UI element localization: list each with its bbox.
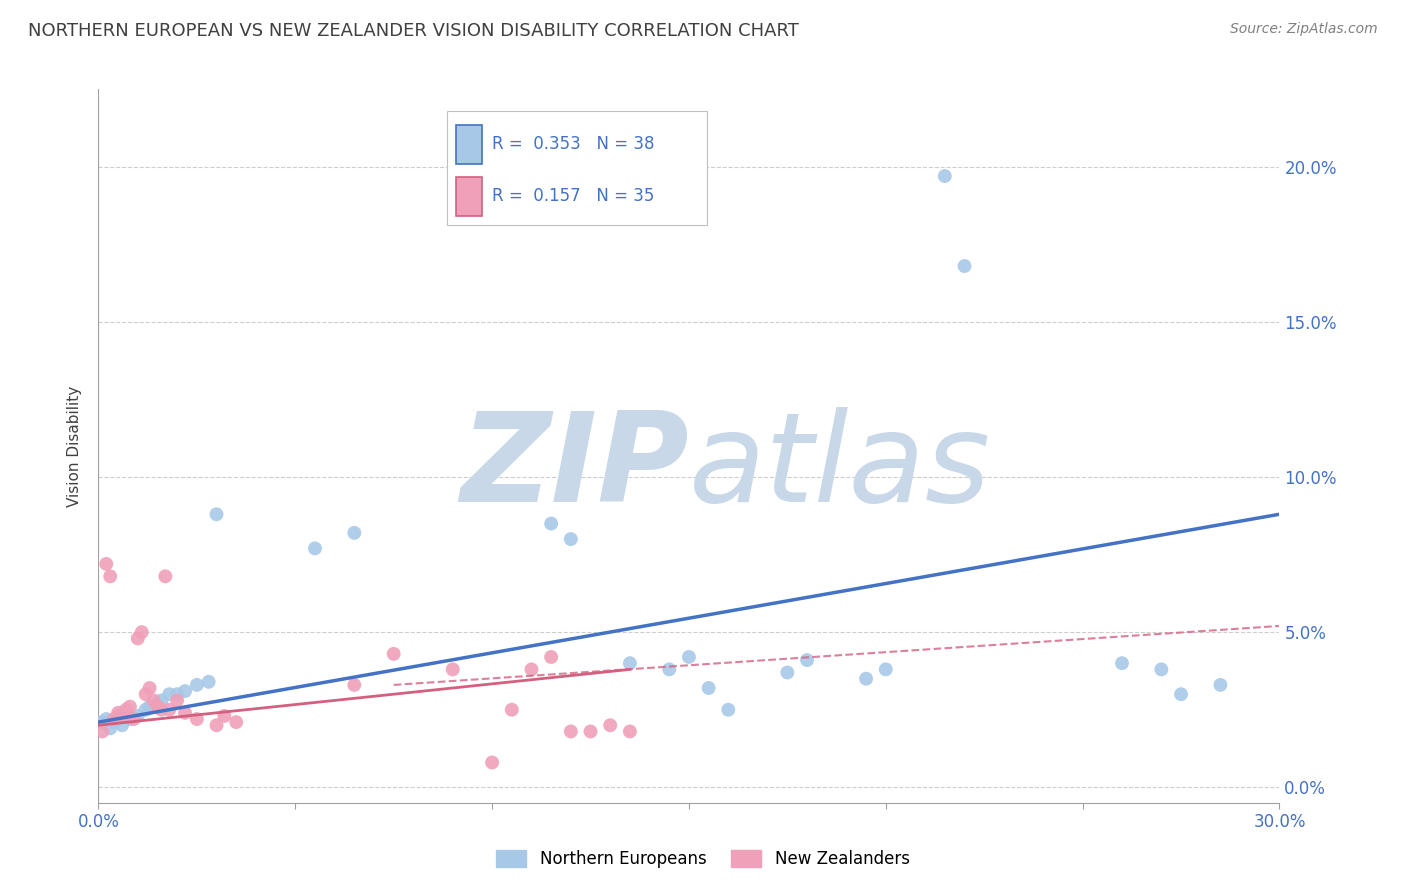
Point — [146, 699, 169, 714]
Point — [1111, 656, 1133, 670]
Point — [382, 647, 405, 661]
Point — [186, 678, 208, 692]
Point — [560, 532, 582, 546]
Point — [157, 687, 180, 701]
Point — [103, 712, 125, 726]
FancyBboxPatch shape — [457, 125, 482, 164]
Point — [96, 557, 118, 571]
Point — [205, 508, 228, 522]
Point — [197, 674, 219, 689]
Point — [155, 569, 177, 583]
Point — [96, 712, 118, 726]
Point — [304, 541, 326, 556]
FancyBboxPatch shape — [457, 177, 482, 216]
Text: ZIP: ZIP — [460, 407, 689, 528]
Point — [953, 259, 976, 273]
Point — [138, 681, 160, 695]
Point — [520, 662, 543, 676]
Point — [540, 516, 562, 531]
Point — [619, 656, 641, 670]
Point — [501, 703, 523, 717]
Point — [150, 703, 173, 717]
Point — [118, 699, 141, 714]
Text: Source: ZipAtlas.com: Source: ZipAtlas.com — [1230, 22, 1378, 37]
Point — [776, 665, 799, 680]
Text: atlas: atlas — [689, 407, 991, 528]
Point — [142, 693, 165, 707]
Point — [127, 632, 149, 646]
Point — [599, 718, 621, 732]
Point — [205, 718, 228, 732]
FancyBboxPatch shape — [447, 111, 707, 225]
Point — [678, 650, 700, 665]
Point — [118, 712, 141, 726]
Point — [214, 709, 236, 723]
Point — [91, 715, 114, 730]
Point — [98, 722, 121, 736]
Point — [115, 706, 138, 720]
Point — [111, 709, 134, 723]
Point — [1209, 678, 1232, 692]
Point — [91, 724, 114, 739]
Point — [107, 706, 129, 720]
Point — [135, 703, 157, 717]
Point — [174, 706, 197, 720]
Point — [481, 756, 503, 770]
Point — [146, 697, 169, 711]
Point — [150, 693, 173, 707]
Point — [697, 681, 720, 695]
Legend: Northern Europeans, New Zealanders: Northern Europeans, New Zealanders — [489, 843, 917, 875]
Point — [540, 650, 562, 665]
Point — [343, 678, 366, 692]
Point — [1150, 662, 1173, 676]
Point — [855, 672, 877, 686]
Y-axis label: Vision Disability: Vision Disability — [67, 385, 83, 507]
Text: R =  0.157   N = 35: R = 0.157 N = 35 — [492, 187, 654, 205]
Text: NORTHERN EUROPEAN VS NEW ZEALANDER VISION DISABILITY CORRELATION CHART: NORTHERN EUROPEAN VS NEW ZEALANDER VISIO… — [28, 22, 799, 40]
Point — [717, 703, 740, 717]
Text: R =  0.353   N = 38: R = 0.353 N = 38 — [492, 136, 654, 153]
Point — [135, 687, 157, 701]
Point — [658, 662, 681, 676]
Point — [131, 625, 153, 640]
Point — [441, 662, 464, 676]
Point — [138, 699, 160, 714]
Point — [1170, 687, 1192, 701]
Point — [166, 693, 188, 707]
Point — [619, 724, 641, 739]
Point — [343, 525, 366, 540]
Point — [579, 724, 602, 739]
Point — [934, 169, 956, 183]
Point — [225, 715, 247, 730]
Point — [796, 653, 818, 667]
Point — [174, 684, 197, 698]
Point — [157, 703, 180, 717]
Point — [122, 712, 145, 726]
Point — [107, 709, 129, 723]
Point — [111, 718, 134, 732]
Point — [875, 662, 897, 676]
Point — [98, 569, 121, 583]
Point — [186, 712, 208, 726]
Point — [127, 709, 149, 723]
Point — [103, 715, 125, 730]
Point — [166, 687, 188, 701]
Point — [115, 703, 138, 717]
Point — [560, 724, 582, 739]
